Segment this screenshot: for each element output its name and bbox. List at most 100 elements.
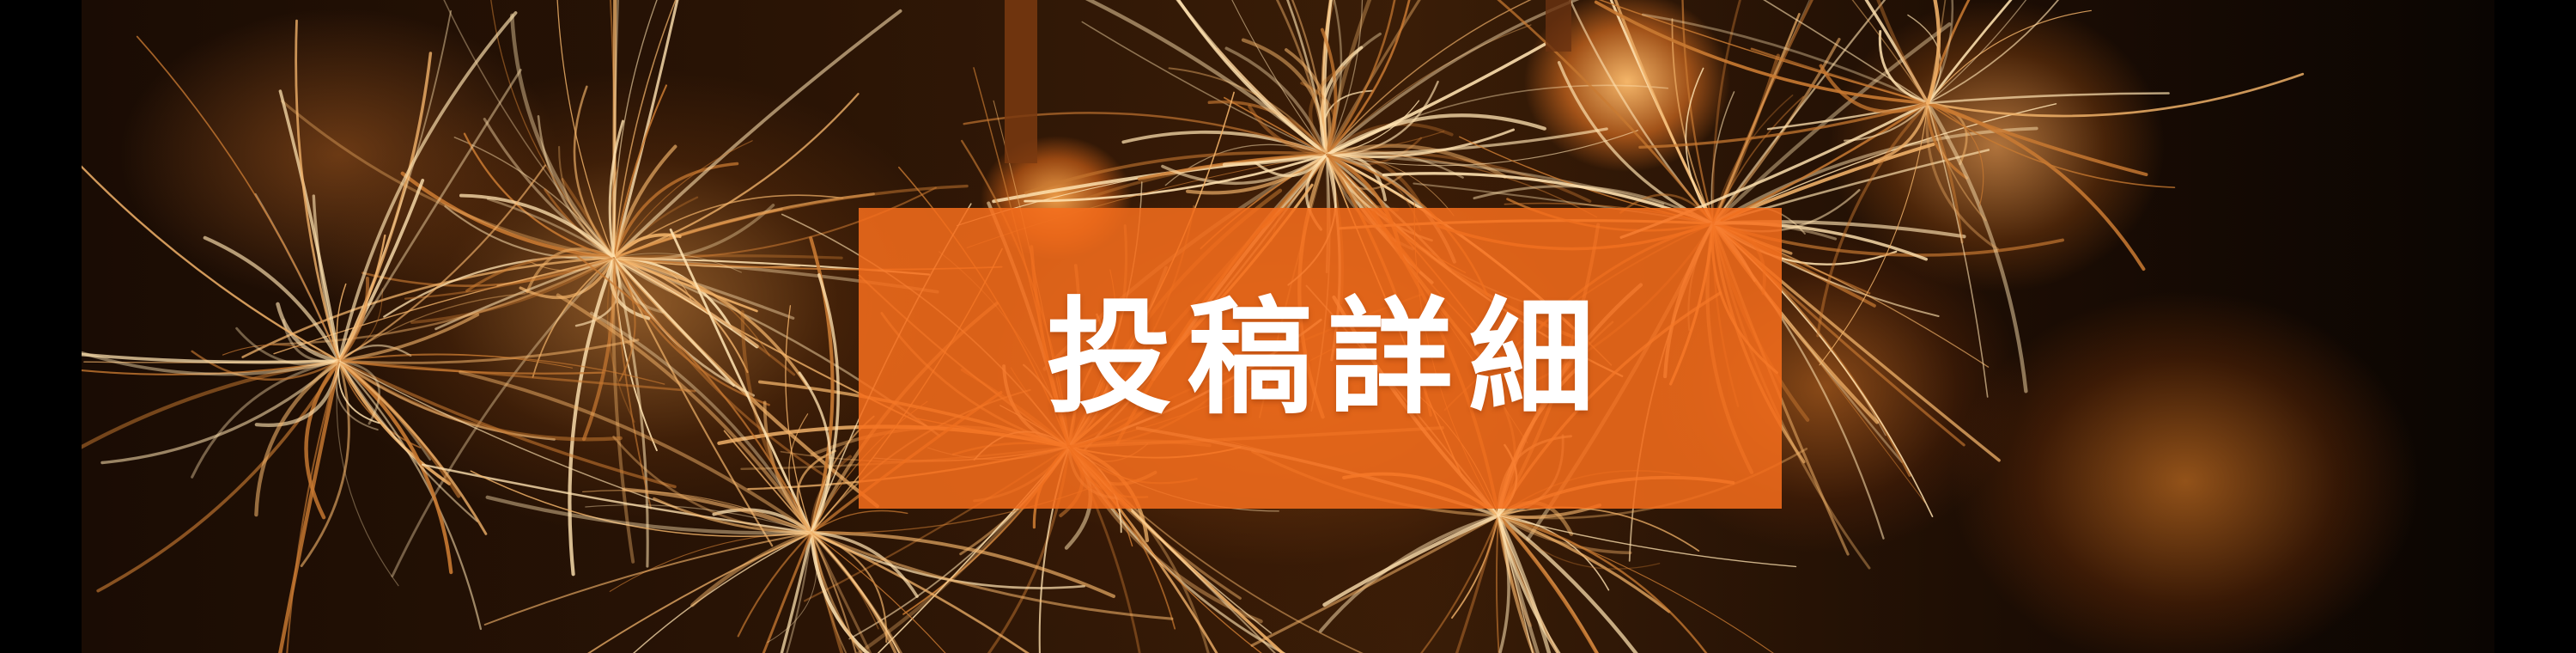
spark-strand bbox=[459, 193, 616, 259]
spark-strand bbox=[1926, 72, 2305, 118]
spark-strand bbox=[1325, 0, 1421, 156]
spark-strand bbox=[810, 531, 872, 653]
spark-strand bbox=[1710, 91, 1735, 224]
spark-strand bbox=[1495, 515, 1500, 653]
spark-strand bbox=[1324, 0, 1333, 156]
spark-strand bbox=[633, 532, 812, 653]
spark-strand bbox=[400, 171, 617, 260]
spark-strand bbox=[612, 9, 902, 259]
spark-strand bbox=[1763, 0, 1929, 104]
spark-strand bbox=[809, 530, 871, 653]
spark-strand bbox=[1497, 514, 1560, 653]
spark-strand bbox=[762, 531, 813, 653]
spark-strand bbox=[585, 504, 812, 534]
spark-strand bbox=[1498, 515, 1661, 570]
spark-strand bbox=[811, 532, 946, 653]
spark-strand bbox=[796, 449, 836, 534]
spark-strand bbox=[1926, 0, 1971, 105]
spark-strand bbox=[337, 234, 386, 363]
spark-strand bbox=[337, 359, 696, 393]
spark-strand bbox=[82, 358, 342, 449]
spark-strand bbox=[336, 360, 399, 587]
spark-strand bbox=[780, 531, 813, 653]
spark-strand bbox=[785, 305, 812, 534]
spark-strand bbox=[1925, 101, 2028, 394]
spark-strand bbox=[1325, 150, 1592, 203]
spark-strand bbox=[1275, 0, 1328, 156]
spark-strand bbox=[1496, 513, 1540, 653]
spark-strand bbox=[337, 11, 518, 363]
spark-strand bbox=[1320, 27, 1338, 156]
spark-strand bbox=[612, 256, 665, 314]
spark-strand bbox=[1497, 0, 1715, 225]
spark-strand bbox=[1927, 102, 1984, 207]
spark-strand bbox=[613, 253, 742, 273]
spark-strand bbox=[1925, 0, 1941, 106]
spark-strand bbox=[581, 255, 617, 442]
spark-strand bbox=[740, 310, 814, 535]
spark-strand bbox=[612, 256, 829, 479]
page-title: 投稿詳細 bbox=[1046, 285, 1610, 431]
spark-strand bbox=[767, 532, 817, 644]
spark-strand bbox=[1878, 30, 1929, 105]
spark-strand bbox=[1685, 67, 1714, 224]
spark-strand bbox=[1081, 21, 1327, 156]
spark-strand bbox=[1224, 96, 1327, 156]
spark-strand bbox=[1207, 100, 1328, 156]
spark-strand bbox=[272, 256, 616, 345]
spark-strand bbox=[82, 351, 341, 376]
spark-strand bbox=[191, 359, 341, 479]
spark-strand bbox=[810, 531, 844, 653]
spark-strand bbox=[486, 198, 616, 259]
spark-strand bbox=[1498, 506, 1700, 552]
spark-strand bbox=[1326, 0, 1532, 156]
spark-strand bbox=[612, 192, 875, 259]
spark-strand bbox=[337, 359, 381, 425]
spark-strand bbox=[611, 256, 635, 564]
spark-strand bbox=[483, 532, 812, 626]
spark-strand bbox=[573, 85, 616, 259]
spark-strand bbox=[1309, 65, 1346, 157]
spark-strand bbox=[254, 358, 342, 517]
spark-strand bbox=[810, 531, 1030, 653]
spark-strand bbox=[82, 165, 341, 363]
spark-strand bbox=[1711, 0, 1886, 225]
spark-strand bbox=[1024, 150, 1328, 195]
spark-strand bbox=[608, 119, 624, 259]
spark-strand bbox=[510, 13, 617, 260]
spark-strand bbox=[496, 257, 615, 287]
spark-strand bbox=[612, 0, 679, 259]
title-box: 投稿詳細 bbox=[859, 208, 1782, 509]
spark-strand bbox=[811, 510, 908, 534]
spark-strand bbox=[337, 358, 453, 575]
spark-strand bbox=[613, 257, 636, 381]
spark-strand bbox=[1927, 0, 1947, 104]
spark-strand bbox=[337, 69, 522, 363]
hero-banner: 投稿詳細 bbox=[82, 0, 2494, 653]
spark-strand bbox=[653, 497, 813, 534]
spark-strand bbox=[612, 256, 749, 374]
spark-strand bbox=[338, 354, 665, 385]
spark-strand bbox=[1927, 9, 2092, 104]
spark-strand bbox=[1926, 92, 2170, 105]
spark-strand bbox=[587, 532, 812, 653]
spark-strand bbox=[568, 255, 617, 577]
spark-strand bbox=[337, 164, 546, 363]
spark-strand bbox=[613, 140, 753, 259]
spark-strand bbox=[300, 359, 350, 568]
spark-strand bbox=[786, 531, 813, 653]
spark-strand bbox=[612, 256, 774, 547]
spark-strand bbox=[612, 436, 813, 534]
spark-strand bbox=[1926, 101, 1964, 244]
spark-strand bbox=[1927, 102, 1989, 398]
spark-strand bbox=[443, 0, 615, 259]
spark-strand bbox=[1286, 0, 1328, 156]
spark-strand bbox=[1498, 515, 1534, 653]
spark-strand bbox=[1496, 513, 1600, 653]
spark-strand bbox=[1496, 513, 1638, 653]
spark-strand bbox=[1451, 515, 1499, 619]
spark-strand bbox=[1642, 13, 1929, 105]
spark-strand bbox=[1326, 0, 1364, 156]
spark-strand bbox=[1322, 513, 1501, 607]
